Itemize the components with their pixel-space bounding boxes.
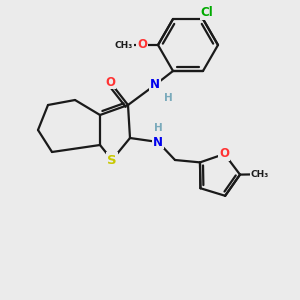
Text: N: N bbox=[153, 136, 163, 148]
Text: O: O bbox=[137, 38, 147, 52]
Text: H: H bbox=[154, 123, 162, 133]
Text: N: N bbox=[150, 79, 160, 92]
Text: O: O bbox=[105, 76, 115, 88]
Text: CH₃: CH₃ bbox=[251, 170, 269, 179]
Text: O: O bbox=[219, 148, 230, 160]
Text: Cl: Cl bbox=[201, 6, 213, 19]
Text: S: S bbox=[107, 154, 117, 166]
Text: CH₃: CH₃ bbox=[115, 40, 133, 50]
Text: H: H bbox=[164, 93, 172, 103]
